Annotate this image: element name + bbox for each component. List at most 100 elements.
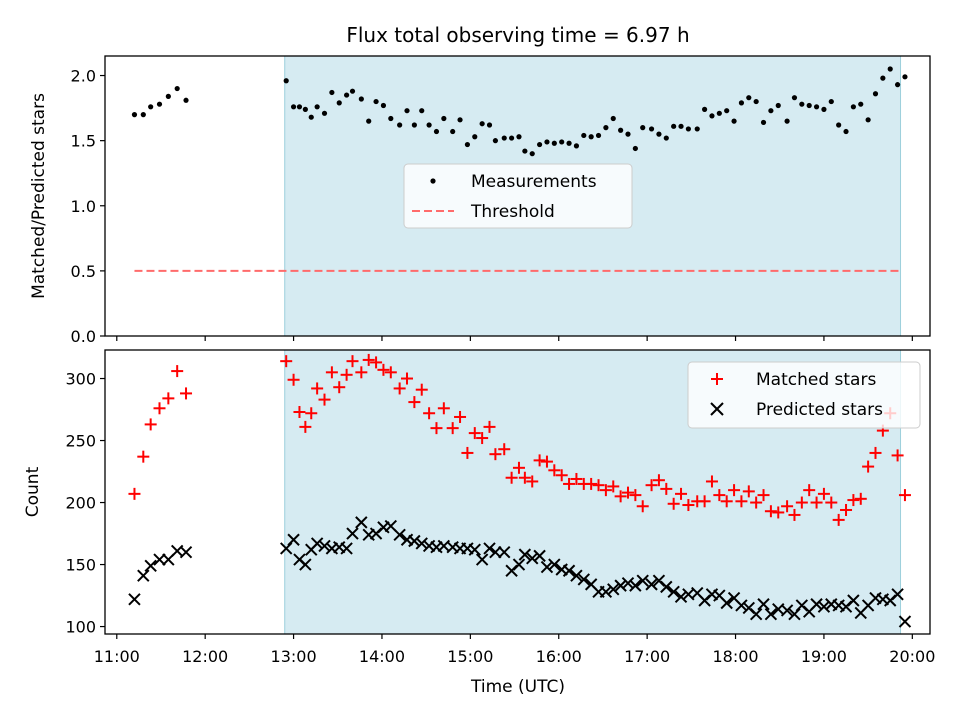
matched-star-point [540, 455, 553, 468]
x-tick-label: 16:00 [536, 647, 582, 666]
top-x-ticks [116, 336, 913, 341]
predicted-star-point [660, 580, 673, 594]
measurement-point [366, 118, 372, 124]
bottom-legend-box [687, 361, 921, 429]
predicted-star-point [720, 596, 733, 610]
top-y-tick-label: 1.5 [71, 132, 96, 151]
predicted-star-point [299, 558, 312, 571]
predicted-star-point [562, 564, 576, 577]
predicted-star-point [408, 534, 421, 548]
measurement-point [902, 74, 908, 80]
predicted-star-point [817, 600, 831, 613]
matched-star-point [533, 454, 546, 467]
matched-star-point [311, 382, 324, 395]
matched-star-point [817, 487, 830, 500]
predicted-star-point [749, 607, 763, 621]
predicted-star-point [540, 560, 554, 574]
measurement-point [501, 135, 507, 141]
top-plot-frame [104, 55, 931, 337]
matched-star-point [599, 484, 612, 497]
matched-star-point [446, 422, 459, 435]
measurement-point [799, 101, 805, 107]
matched-star-point [393, 382, 406, 395]
predicted-star-point [898, 615, 912, 628]
measurement-point [174, 85, 180, 92]
predicted-star-point [757, 598, 770, 611]
matched-star-point [652, 474, 665, 487]
predicted-star-point [645, 578, 658, 591]
measurement-point [373, 98, 379, 105]
measurement-point [784, 118, 790, 124]
matched-star-point [340, 368, 353, 381]
measurement-point [731, 118, 737, 124]
predicted-star-point [847, 594, 860, 607]
bottom-y-tick-label: 300 [65, 370, 96, 389]
measurement-point [296, 104, 303, 110]
predicted-star-point [577, 573, 591, 586]
matched-star-point [180, 387, 193, 400]
matched-star-point [810, 496, 823, 509]
matched-star-point [333, 381, 346, 394]
matched-star-point [287, 373, 300, 386]
measurement-point [753, 98, 759, 105]
measurement-point [486, 122, 493, 128]
measurement-point [183, 97, 189, 103]
predicted-star-point [533, 549, 546, 563]
top-y-tick-label: 0.5 [71, 262, 96, 281]
measurement-point [457, 117, 463, 123]
bottom-y-ticks: 100 150 200 250 300 [65, 370, 105, 637]
matched-star-point [128, 487, 141, 500]
measurement-point [663, 135, 669, 141]
predicted-star-point [764, 607, 778, 621]
measurement-point [610, 115, 616, 122]
predicted-star-point [548, 558, 561, 571]
x-tick-label: 14:00 [359, 647, 405, 666]
measurement-point [872, 91, 879, 97]
matched-star-point [750, 496, 763, 509]
matched-star-point [415, 383, 428, 396]
matched-star-point [548, 464, 561, 477]
measurement-point [595, 132, 602, 139]
matched-star-point [318, 393, 331, 406]
top-y-tick-label: 2.0 [71, 67, 96, 86]
bottom-y-tick-label: 200 [65, 494, 96, 513]
measurement-point [380, 102, 387, 109]
matched-star-point [788, 508, 801, 521]
measurement-point [290, 104, 297, 110]
matched-star-point [505, 471, 518, 484]
measurement-point [329, 89, 335, 96]
measurement-point [656, 131, 662, 137]
matched-star-point [137, 450, 150, 463]
measurement-point [775, 102, 781, 109]
matched-star-point [401, 372, 414, 385]
matched-star-point [781, 500, 794, 513]
matched-star-point [483, 420, 496, 433]
matched-star-point [489, 448, 502, 461]
predicted-star-point [489, 545, 502, 559]
figure-title: Flux total observing time = 6.97 h [346, 23, 689, 47]
predicted-star-point [512, 558, 526, 571]
x-axis-label: Time (UTC) [470, 677, 565, 697]
measurement-point [441, 115, 447, 122]
matched-star-point [772, 506, 785, 519]
matched-star-points [128, 353, 911, 526]
measurement-point [148, 104, 154, 110]
matched-star-point [437, 402, 450, 415]
measurement-point [131, 112, 138, 118]
predicted-star-point [614, 579, 627, 592]
measurement-point [640, 125, 646, 131]
measurement-point [887, 66, 893, 72]
matched-star-point [498, 443, 511, 456]
predicted-legend-icon [710, 402, 724, 416]
measurement-point [618, 127, 624, 133]
matched-star-point [171, 365, 184, 378]
matched-star-point [280, 355, 293, 368]
matched-star-point [735, 495, 748, 508]
matched-star-point [898, 489, 911, 502]
predicted-star-point [667, 585, 680, 599]
matched-star-point [682, 499, 695, 512]
matched-star-point [162, 392, 175, 405]
measurement-point [671, 123, 677, 129]
bottom-panel: 100 150 200 250 300 11:00 12:00 13:00 14:00 15:0… [23, 349, 935, 697]
